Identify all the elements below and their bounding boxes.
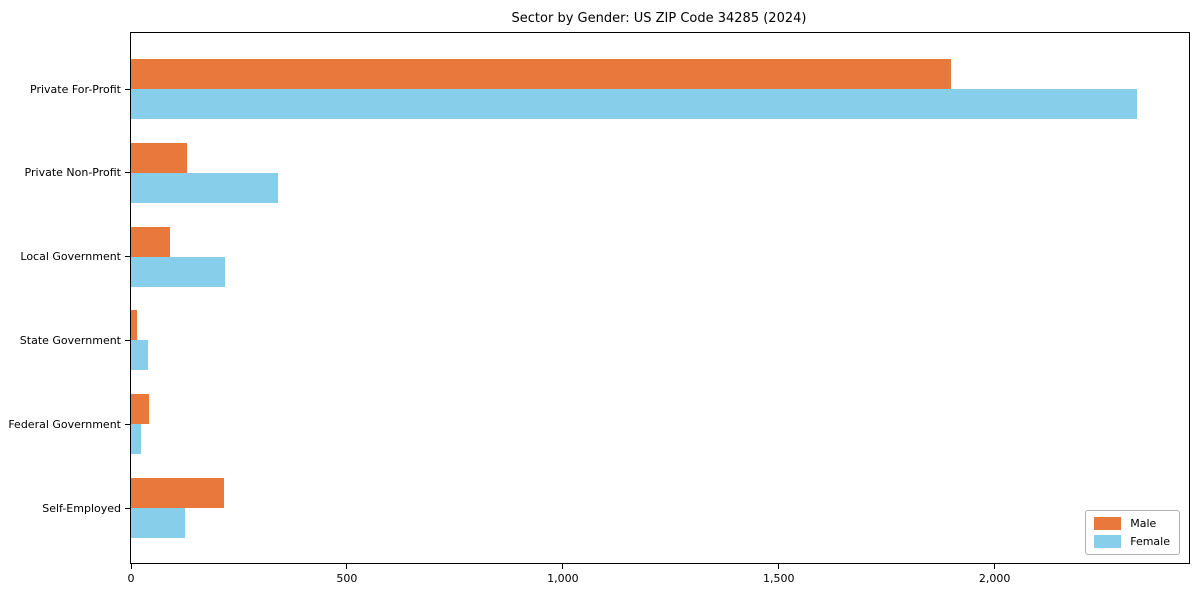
y-axis-label-self-employed: Self-Employed <box>42 501 121 515</box>
legend-entry-male: Male <box>1094 517 1170 530</box>
y-axis-label-state-government: State Government <box>19 333 121 347</box>
female-bar-local-government <box>131 256 226 287</box>
y-tick-mark <box>125 339 131 341</box>
female-bar-federal-government <box>131 424 141 455</box>
chart-title: Sector by Gender: US ZIP Code 34285 (202… <box>511 11 807 26</box>
x-tick-mark <box>130 564 132 569</box>
x-tick-mark <box>994 564 996 569</box>
y-axis-label-federal-government: Federal Government <box>8 417 121 431</box>
legend-label-male: Male <box>1130 517 1157 530</box>
male-bar-self-employed <box>131 478 224 508</box>
y-tick-mark <box>125 172 131 174</box>
male-bar-state-government <box>131 310 138 341</box>
male-bar-private-non-profit <box>131 142 188 173</box>
female-bar-private-non-profit <box>131 172 278 203</box>
y-tick-mark <box>125 507 131 509</box>
female-bar-private-for-profit <box>131 89 1138 119</box>
legend-label-female: Female <box>1130 535 1170 548</box>
x-tick-mark <box>778 564 780 569</box>
y-tick-mark <box>125 88 131 90</box>
y-axis-label-private-for-profit: Private For-Profit <box>30 82 121 96</box>
plot-area: Private For-Profit Private Non-Profit Loca… <box>8 32 1190 585</box>
male-bar-federal-government <box>131 394 150 425</box>
y-axis-label-private-non-profit: Private Non-Profit <box>24 166 121 180</box>
legend-swatch-male <box>1094 517 1122 530</box>
female-bar-self-employed <box>131 508 185 538</box>
legend-entry-female: Female <box>1094 535 1170 548</box>
y-tick-mark <box>125 256 131 258</box>
legend-swatch-female <box>1094 535 1122 548</box>
x-tick-label: 0 <box>127 572 135 585</box>
y-axis-label-local-government: Local Government <box>20 250 121 264</box>
female-bar-state-government <box>131 340 149 371</box>
x-tick-label: 500 <box>336 572 358 585</box>
legend: Male Female <box>1085 510 1180 555</box>
x-tick-label: 2,000 <box>978 572 1011 585</box>
x-tick-mark <box>562 564 564 569</box>
x-tick-mark <box>346 564 348 569</box>
x-tick-label: 1,500 <box>763 572 795 585</box>
y-tick-mark <box>125 423 131 425</box>
male-bar-local-government <box>131 226 170 257</box>
male-bar-private-for-profit <box>131 59 952 89</box>
x-tick-label: 1,000 <box>547 572 579 585</box>
